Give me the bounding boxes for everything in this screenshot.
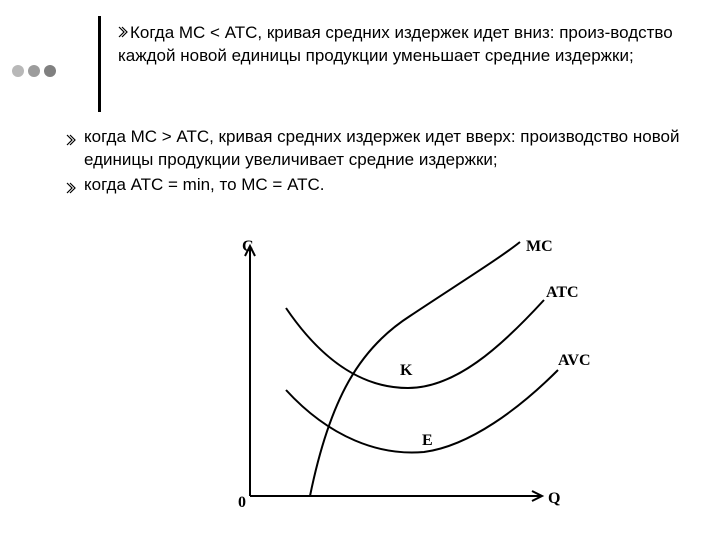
- bullet-text: когда МС > АТС, кривая средних издержек …: [84, 126, 686, 172]
- dot-1: [12, 65, 24, 77]
- body-block: когда МС > АТС, кривая средних издержек …: [66, 126, 686, 203]
- axis-label-c: C: [242, 238, 254, 256]
- dot-3: [44, 65, 56, 77]
- bullet-text: когда АТС = min, то МС = АТС.: [84, 174, 324, 197]
- axis-label-0: 0: [238, 494, 246, 512]
- curve-label-avc: AVC: [558, 352, 591, 370]
- chevron-icon: [66, 178, 80, 201]
- point-label-k: K: [400, 362, 412, 380]
- bullet-1: когда МС > АТС, кривая средних издержек …: [66, 126, 686, 172]
- axis-label-q: Q: [548, 490, 560, 508]
- curve-label-atc: ATC: [546, 284, 579, 302]
- cost-curves-chart: C 0 Q MC ATC AVC K E: [200, 238, 580, 528]
- chart-svg: [200, 238, 580, 528]
- decor-bar: [98, 16, 101, 112]
- decor-dots: [12, 64, 60, 82]
- title-text: Когда МС < АТС, кривая средних издержек …: [118, 23, 673, 65]
- chevron-icon: [118, 22, 128, 45]
- chevron-icon: [66, 130, 80, 153]
- bullet-2: когда АТС = min, то МС = АТС.: [66, 174, 686, 201]
- curve-label-e: E: [422, 432, 433, 450]
- dot-2: [28, 65, 40, 77]
- title-block: Когда МС < АТС, кривая средних издержек …: [118, 22, 678, 68]
- curve-label-mc: MC: [526, 238, 553, 256]
